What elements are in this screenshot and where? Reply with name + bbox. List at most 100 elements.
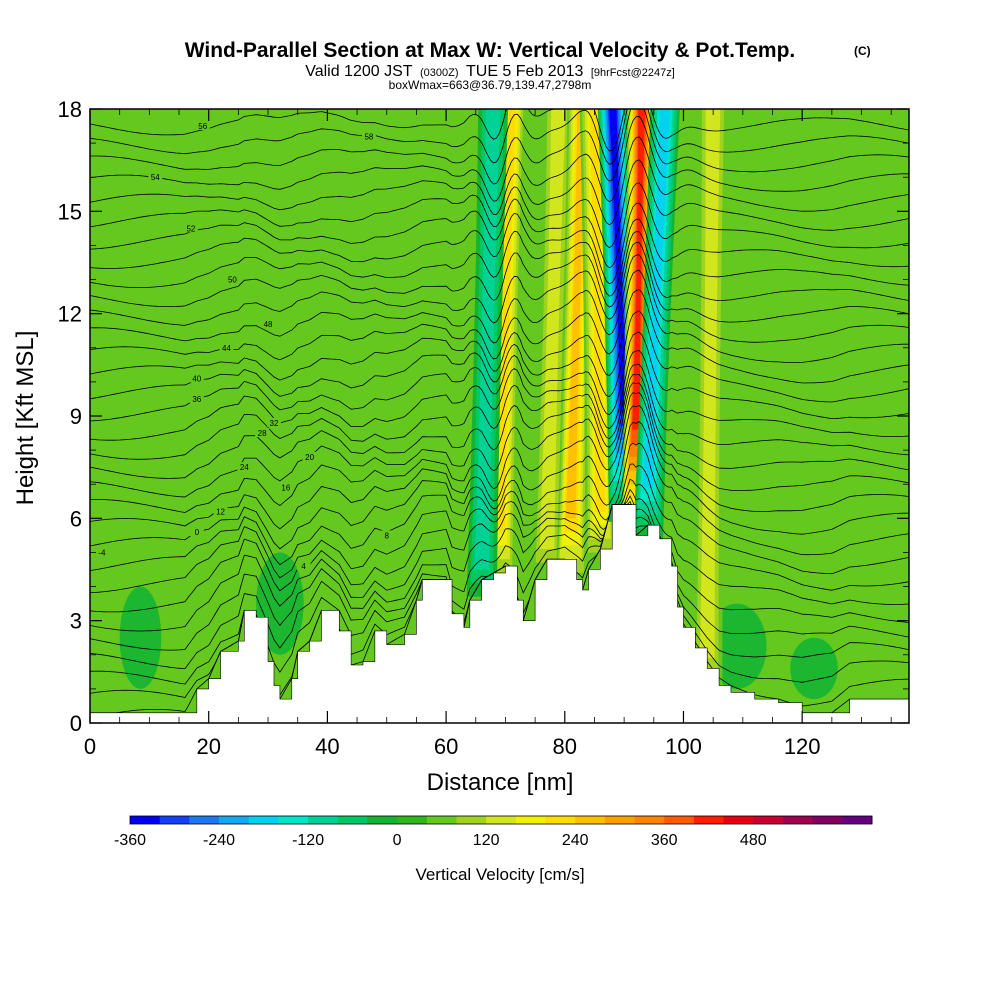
y-tick-label-6: 6	[70, 506, 82, 531]
colorbar-tick-480: 480	[740, 832, 767, 849]
subtitle-date: TUE 5 Feb 2013	[466, 63, 584, 80]
colorbar-segment-7	[337, 816, 368, 824]
velocity-band-2-level-2	[539, 109, 566, 550]
chart-subtitle: Valid 1200 JST (0300Z) TUE 5 Feb 2013 [9…	[305, 63, 675, 80]
theta-label-bg-2	[296, 561, 311, 571]
theta-contour-5	[90, 488, 909, 632]
colorbar-label: Vertical Velocity [cm/s]	[415, 865, 584, 884]
colorbar-segment-16	[604, 816, 636, 824]
theta-label-17: 56	[198, 122, 207, 131]
theta-label-bg-18	[361, 131, 376, 141]
theta-label-5: 16	[281, 484, 290, 493]
theta-label-bg-11	[189, 373, 204, 383]
y-tick-label-9: 9	[70, 404, 82, 429]
theta-label-bg-4	[213, 506, 228, 516]
theta-label-11: 40	[192, 374, 201, 383]
theta-contour-24	[90, 202, 909, 285]
theta-label-bg-17	[195, 121, 210, 131]
chart-title: Wind-Parallel Section at Max W: Vertical…	[185, 39, 796, 62]
theta-contour-29	[90, 109, 909, 185]
theta-label-bg-3	[379, 530, 394, 540]
y-tick-label-12: 12	[58, 302, 82, 327]
theta-label-9: 32	[270, 419, 279, 428]
x-tick-label-100: 100	[665, 734, 702, 759]
theta-contour-11	[90, 392, 909, 513]
theta-label-3: 8	[385, 531, 390, 540]
theta-label-14: 50	[228, 276, 237, 285]
x-tick-label-0: 0	[84, 734, 96, 759]
copyright-mark: (C)	[854, 44, 871, 58]
theta-contour-22	[90, 231, 909, 308]
colorbar-tick-0: 0	[393, 832, 402, 849]
theta-label-bg-13	[261, 318, 276, 328]
colorbar-segment-21	[753, 816, 784, 824]
theta-contour-8	[90, 442, 909, 575]
velocity-bands	[466, 109, 728, 686]
y-tick-label-0: 0	[70, 711, 82, 736]
colorbar-segment-5	[278, 816, 309, 824]
theta-label-16: 54	[151, 173, 160, 182]
theta-contour-21	[90, 242, 909, 326]
colorbar-segment-3	[219, 816, 250, 824]
theta-label-bg-0	[94, 547, 109, 557]
theta-label-10: 36	[192, 395, 201, 404]
colorbar-segment-24	[842, 816, 873, 824]
x-axis-label: Distance [nm]	[427, 769, 574, 796]
box-max-info: boxWmax=663@36.79,139.47,2798m	[389, 78, 592, 92]
theta-contour-30	[90, 109, 909, 165]
colorbar-segment-13	[515, 816, 547, 824]
theta-label-bg-6	[302, 451, 317, 461]
velocity-band-7-level-4	[642, 109, 671, 488]
colorbar-segment-1	[159, 816, 190, 824]
theta-contours	[90, 109, 909, 714]
theta-label-0: -4	[98, 548, 106, 557]
theta-label-bg-12	[219, 342, 234, 352]
colorbar-segment-22	[782, 816, 814, 824]
theta-contour-20	[90, 254, 909, 344]
colorbar-segment-11	[456, 816, 487, 824]
colorbar-frame	[129, 815, 873, 825]
x-tick-label-120: 120	[784, 734, 821, 759]
x-tick-label-60: 60	[434, 734, 458, 759]
velocity-band-1-level-2	[474, 109, 501, 570]
theta-contour-7	[90, 463, 909, 594]
x-tick-label-20: 20	[196, 734, 220, 759]
colorbar-segment-19	[693, 816, 725, 824]
colorbar-segment-12	[486, 816, 517, 824]
theta-label-8: 28	[258, 429, 267, 438]
theta-label-bg-15	[183, 223, 198, 233]
theta-label-bg-9	[266, 417, 281, 427]
y-axis-label: Height [Kft MSL]	[12, 331, 39, 506]
theta-label-4: 12	[216, 508, 225, 517]
subtitle-valid-time: Valid 1200 JST	[305, 63, 413, 80]
theta-label-18: 58	[364, 132, 373, 141]
colorbar-segment-10	[426, 816, 457, 824]
colorbar-segment-6	[308, 816, 339, 824]
colorbar-segment-9	[397, 816, 428, 824]
theta-label-2: 4	[301, 562, 306, 571]
velocity-light-patch-4	[835, 347, 887, 621]
theta-label-bg-8	[255, 428, 270, 438]
theta-label-6: 20	[305, 453, 314, 462]
subtitle-utc-time: (0300Z)	[420, 67, 459, 79]
colorbar-tick--360: -360	[114, 832, 146, 849]
theta-label-13: 48	[264, 320, 273, 329]
colorbar-tick-labels: -360 -240 -120 0 120 240 360 480	[114, 832, 767, 849]
theta-contour-23	[90, 218, 909, 297]
theta-contour-28	[90, 115, 909, 203]
theta-label-15: 52	[186, 224, 195, 233]
theta-label-bg-10	[189, 393, 204, 403]
theta-contour-3	[90, 500, 909, 670]
velocity-band-8-level-2	[699, 109, 721, 659]
theta-contour-25	[90, 182, 909, 269]
colorbar-tick-240: 240	[562, 832, 589, 849]
y-tick-label-18: 18	[58, 97, 82, 122]
theta-label-bg-1	[189, 526, 204, 536]
theta-label-bg-5	[278, 482, 293, 492]
x-tick-label-80: 80	[553, 734, 577, 759]
colorbar-segment-2	[189, 816, 220, 824]
